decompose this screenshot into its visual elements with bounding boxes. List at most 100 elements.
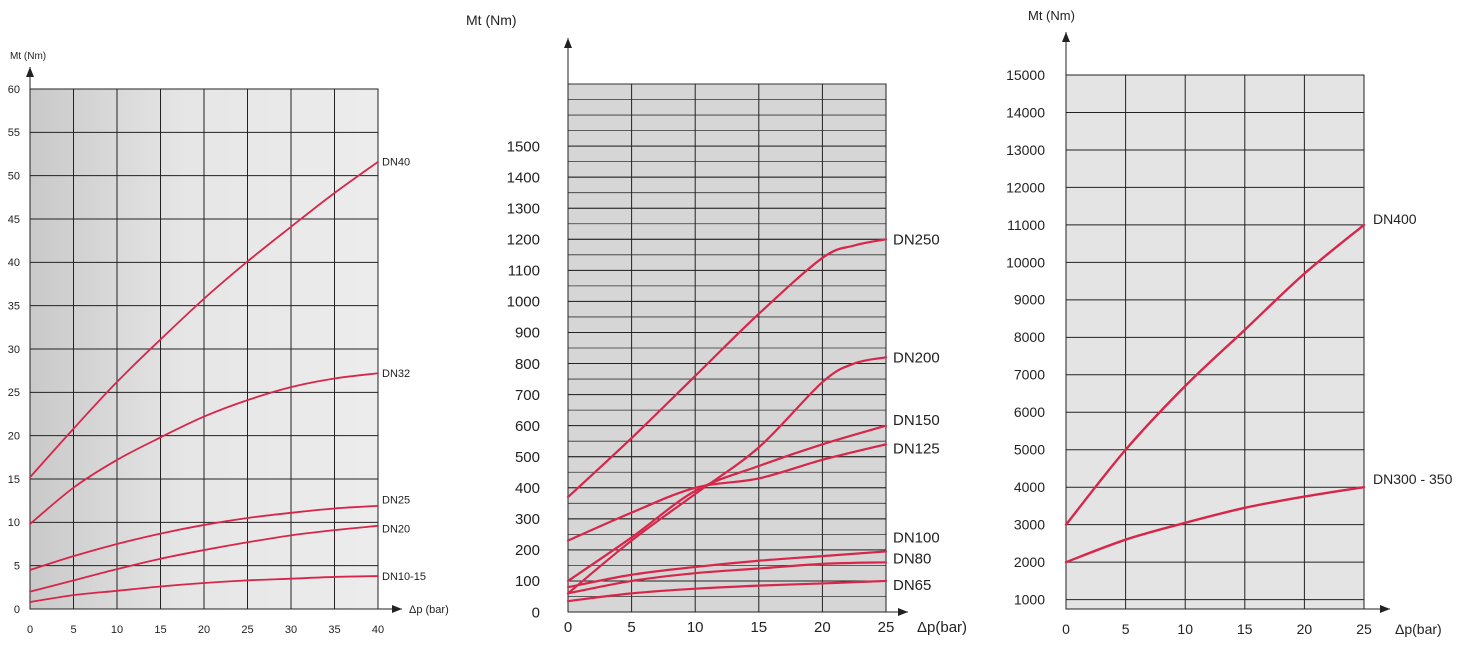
series-label: DN150 (893, 412, 940, 429)
y-tick-label: 50 (8, 171, 20, 183)
y-tick-label: 60 (8, 84, 20, 96)
x-axis-label: Δp (bar) (409, 604, 449, 616)
x-tick-label: 5 (627, 619, 635, 636)
series-line-dn400 (1064, 223, 1366, 526)
series-line-dn32 (29, 372, 379, 525)
y-tick-label: 1200 (507, 232, 540, 249)
y-tick-label: 3000 (1014, 517, 1045, 533)
x-tick-label: 5 (70, 624, 76, 636)
y-tick-label: 13000 (1006, 142, 1045, 158)
y-tick-label: 1500 (507, 138, 540, 155)
x-axis-arrow (1380, 605, 1390, 613)
y-tick-label: 800 (515, 356, 540, 373)
y-tick-label: 0 (532, 604, 540, 621)
x-tick-label: 25 (241, 624, 253, 636)
y-tick-label: 900 (515, 325, 540, 342)
y-tick-label: 200 (515, 542, 540, 559)
y-tick-label: 45 (8, 214, 20, 226)
y-tick-label: 40 (8, 257, 20, 269)
series-line-dn200 (566, 356, 888, 595)
x-tick-label: 10 (1177, 621, 1193, 637)
y-tick-label: 500 (515, 449, 540, 466)
chart-2: 0100200300400500600700800900100011001200… (466, 12, 967, 636)
x-tick-label: 40 (372, 624, 384, 636)
x-tick-label: 30 (285, 624, 297, 636)
y-tick-label: 30 (8, 344, 20, 356)
y-tick-label: 4000 (1014, 479, 1045, 495)
y-tick-label: 35 (8, 301, 20, 313)
series-label: DN25 (382, 495, 410, 507)
y-tick-label: 25 (8, 387, 20, 399)
y-tick-label: 1100 (508, 263, 540, 280)
x-axis-arrow (392, 605, 402, 613)
y-tick-label: 700 (515, 387, 540, 404)
series-line-dn150 (566, 424, 888, 583)
x-tick-label: 20 (814, 619, 831, 636)
y-axis-label: Mt (Nm) (466, 12, 517, 28)
series-line-dn65 (566, 579, 888, 603)
series-line-dn20 (29, 524, 379, 593)
y-tick-label: 0 (14, 604, 20, 616)
y-tick-label: 10000 (1006, 254, 1045, 270)
x-axis-label: Δp(bar) (917, 619, 967, 636)
y-tick-label: 12000 (1006, 179, 1045, 195)
y-tick-label: 15 (8, 474, 20, 486)
x-tick-label: 5 (1122, 621, 1130, 637)
y-tick-label: 300 (515, 511, 540, 528)
series-line-dn300-350 (1064, 486, 1366, 564)
y-axis-arrow (26, 67, 34, 77)
series-line-dn250 (566, 238, 888, 499)
x-tick-label: 0 (27, 624, 33, 636)
y-tick-label: 1000 (1014, 592, 1045, 608)
y-tick-label: 8000 (1014, 329, 1045, 345)
series-line-dn125 (566, 443, 888, 542)
series-label: DN125 (893, 441, 940, 458)
y-tick-label: 2000 (1014, 554, 1045, 570)
series-label: DN400 (1373, 211, 1417, 227)
series-line-dn10-15 (29, 575, 379, 603)
y-tick-label: 1000 (507, 294, 540, 311)
x-tick-label: 15 (1237, 621, 1253, 637)
x-tick-label: 10 (687, 619, 704, 636)
y-tick-label: 600 (515, 418, 540, 435)
y-axis-arrow (1062, 32, 1070, 42)
y-tick-label: 100 (515, 573, 540, 590)
y-axis-label: Mt (Nm) (10, 51, 46, 62)
y-tick-label: 5 (14, 561, 20, 573)
x-axis-label: Δp(bar) (1395, 621, 1442, 637)
y-tick-label: 1300 (507, 200, 540, 217)
series-label: DN20 (382, 524, 410, 536)
x-tick-label: 25 (878, 619, 895, 636)
x-tick-label: 20 (1297, 621, 1313, 637)
series-line-dn40 (29, 160, 379, 479)
series-label: DN40 (382, 157, 410, 169)
x-tick-label: 10 (111, 624, 123, 636)
y-axis-arrow (564, 38, 572, 48)
series-line-dn80 (566, 561, 888, 595)
series-label: DN100 (893, 530, 940, 547)
series-label: DN10-15 (382, 571, 426, 583)
x-tick-label: 25 (1356, 621, 1372, 637)
y-tick-label: 5000 (1014, 442, 1045, 458)
y-tick-label: 1400 (507, 169, 540, 186)
x-tick-label: 0 (1062, 621, 1070, 637)
x-tick-label: 20 (198, 624, 210, 636)
y-tick-label: 9000 (1014, 292, 1045, 308)
x-tick-label: 15 (154, 624, 166, 636)
y-tick-label: 6000 (1014, 404, 1045, 420)
series-label: DN65 (893, 577, 931, 594)
y-tick-label: 11000 (1007, 217, 1045, 233)
series-label: DN300 - 350 (1373, 471, 1453, 487)
series-label: DN80 (893, 551, 931, 568)
y-tick-label: 55 (8, 127, 20, 139)
series-label: DN32 (382, 368, 410, 380)
plot-area (1065, 74, 1365, 610)
x-tick-label: 0 (564, 619, 572, 636)
y-axis-label: Mt (Nm) (1028, 8, 1075, 23)
x-tick-label: 15 (750, 619, 767, 636)
y-tick-label: 7000 (1014, 367, 1045, 383)
y-tick-label: 14000 (1006, 104, 1045, 120)
chart-3: 1000 2000 3000 4000 5000 6000 7000 8000 9000 1000… (1006, 8, 1453, 637)
